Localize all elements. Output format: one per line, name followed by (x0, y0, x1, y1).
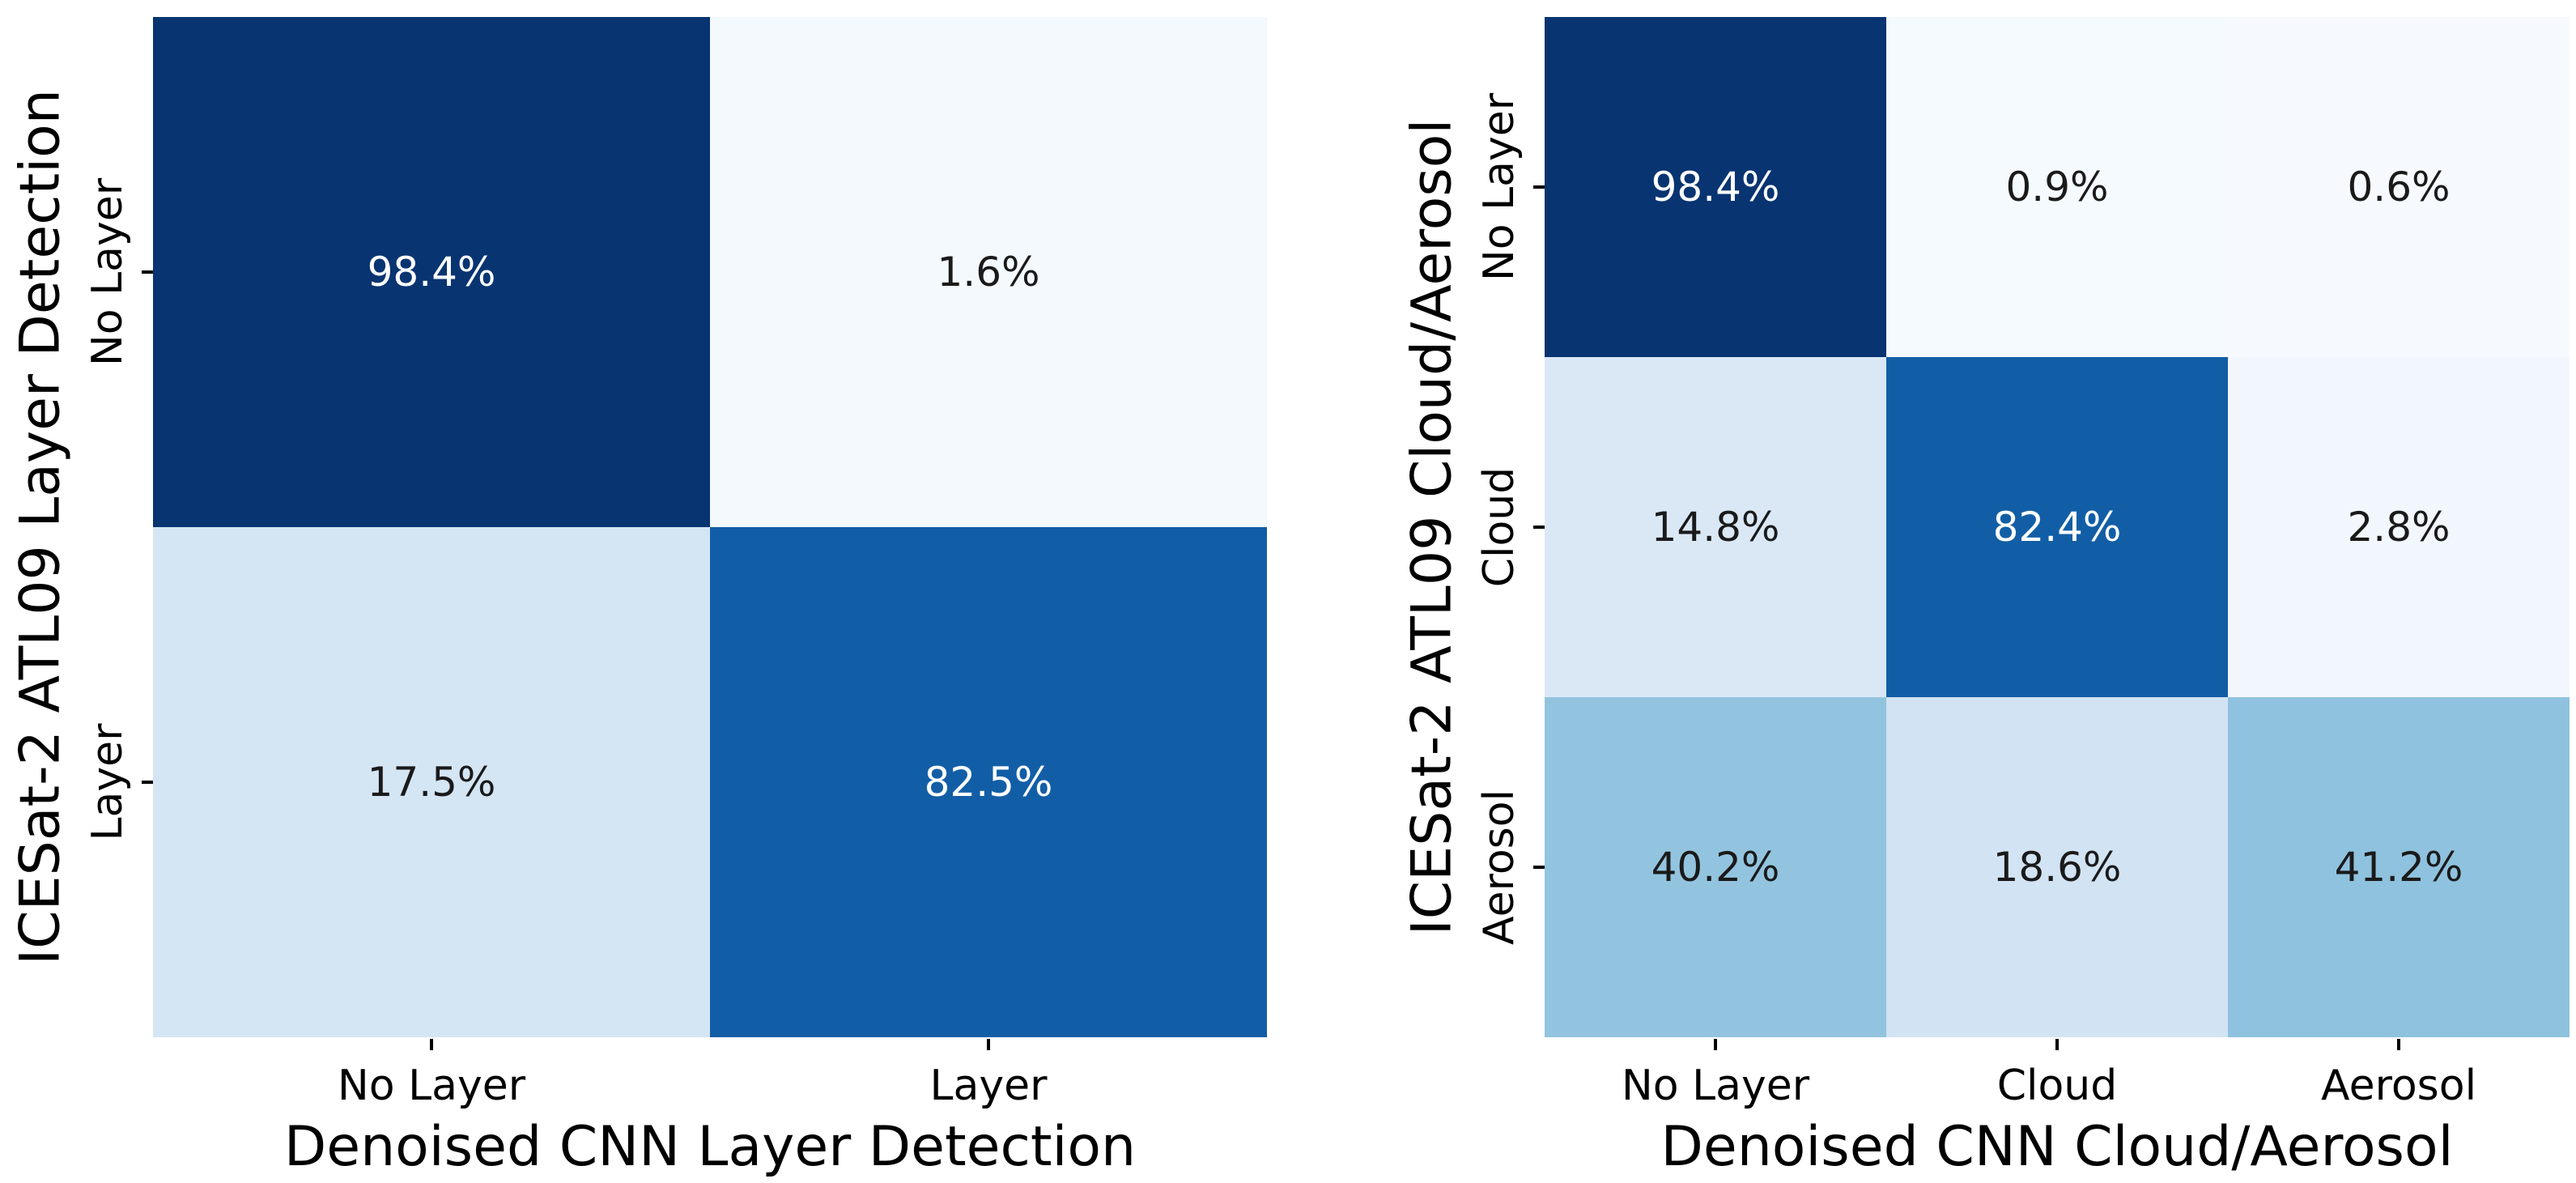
heatmap-cell: 17.5% (153, 527, 710, 1037)
x-tick-mark (2397, 1039, 2400, 1050)
x-tick-label: Layer (929, 1062, 1048, 1110)
cell-value-label: 0.6% (2347, 164, 2451, 211)
y-tick-mark (142, 270, 153, 274)
heatmap-cell: 14.8% (1545, 357, 1886, 697)
heatmap-cell: 82.4% (1886, 357, 2228, 697)
x-tick-label: Cloud (1996, 1062, 2118, 1110)
cell-value-label: 82.5% (924, 759, 1053, 806)
y-tick-mark (1533, 185, 1545, 189)
cell-value-label: 0.9% (2005, 164, 2109, 211)
cell-value-label: 17.5% (367, 759, 496, 806)
heatmap-grid: 98.4% 0.9% 0.6% 14.8% 82.4% 2.8% 40.2% 18.6% 41.… (1545, 17, 2570, 1037)
y-tick-label: Layer (83, 723, 132, 841)
x-axis-title: Denoised CNN Cloud/Aerosol (1660, 1115, 2454, 1179)
y-tick-label: Cloud (1475, 466, 1524, 588)
heatmap-cell: 0.9% (1886, 17, 2228, 357)
heatmap-cell: 98.4% (1545, 17, 1886, 357)
y-axis-title: ICESat-2 ATL09 Cloud/Aerosol (1400, 118, 1464, 936)
heatmap-grid: 98.4% 1.6% 17.5% 82.5% (153, 17, 1267, 1037)
cell-value-label: 40.2% (1651, 844, 1780, 891)
x-axis-title: Denoised CNN Layer Detection (283, 1115, 1137, 1179)
x-tick-label: No Layer (337, 1062, 526, 1110)
heatmap-cell: 41.2% (2228, 697, 2570, 1037)
y-tick-mark (1533, 526, 1545, 529)
y-tick-mark (1533, 866, 1545, 869)
y-axis: ICESat-2 ATL09 Layer Detection No Layer L… (0, 17, 153, 1037)
y-axis-title: ICESat-2 ATL09 Layer Detection (8, 89, 73, 965)
x-tick-label: No Layer (1621, 1062, 1810, 1110)
cell-value-label: 82.4% (1992, 504, 2122, 551)
heatmap-cell: 98.4% (153, 17, 710, 527)
x-tick-mark (987, 1039, 990, 1050)
x-tick-mark (2055, 1039, 2059, 1050)
heatmap-cell: 2.8% (2228, 357, 2570, 697)
cell-value-label: 2.8% (2347, 504, 2451, 551)
cell-value-label: 41.2% (2334, 844, 2463, 891)
y-axis: ICESat-2 ATL09 Cloud/Aerosol No Layer Clo… (0, 17, 1545, 1037)
x-tick-mark (430, 1039, 433, 1050)
heatmap-cell: 18.6% (1886, 697, 2228, 1037)
x-tick-label: Aerosol (2320, 1062, 2477, 1110)
heatmap-cell: 82.5% (710, 527, 1267, 1037)
y-tick-label: No Layer (83, 177, 132, 367)
cell-value-label: 98.4% (367, 249, 496, 296)
cell-value-label: 14.8% (1651, 504, 1780, 551)
heatmap-cell: 1.6% (710, 17, 1267, 527)
y-tick-label: No Layer (1475, 92, 1524, 282)
x-tick-mark (1714, 1039, 1717, 1050)
cell-value-label: 1.6% (937, 249, 1040, 296)
heatmap-cell: 40.2% (1545, 697, 1886, 1037)
y-tick-label: Aerosol (1475, 789, 1524, 946)
cell-value-label: 98.4% (1651, 164, 1780, 211)
y-tick-mark (142, 781, 153, 784)
heatmap-cell: 0.6% (2228, 17, 2570, 357)
cell-value-label: 18.6% (1992, 844, 2122, 891)
